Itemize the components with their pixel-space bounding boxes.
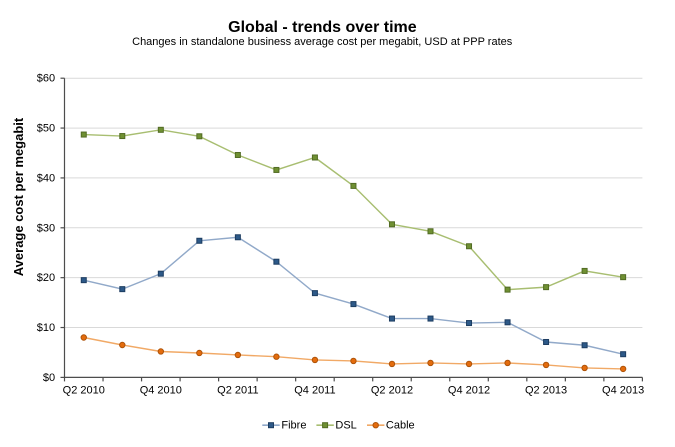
svg-text:Average cost per megabit: Average cost per megabit: [11, 117, 26, 276]
svg-text:Changes in standalone business: Changes in standalone business average c…: [132, 36, 513, 48]
svg-text:Q4 2012: Q4 2012: [448, 385, 490, 397]
svg-text:$20: $20: [37, 272, 55, 284]
svg-text:Q4 2013: Q4 2013: [602, 385, 644, 397]
svg-text:Q2 2010: Q2 2010: [63, 385, 105, 397]
svg-text:Q2 2013: Q2 2013: [525, 385, 567, 397]
svg-text:Q4 2011: Q4 2011: [294, 385, 335, 397]
svg-text:Fibre: Fibre: [281, 419, 306, 431]
svg-text:$50: $50: [37, 123, 55, 135]
svg-text:$60: $60: [37, 73, 55, 85]
svg-text:$0: $0: [43, 372, 55, 384]
svg-text:Q2 2012: Q2 2012: [371, 385, 413, 397]
svg-text:$10: $10: [37, 322, 55, 334]
svg-text:Q2 2011: Q2 2011: [217, 385, 258, 397]
svg-text:Global - trends over time: Global - trends over time: [228, 19, 417, 36]
svg-text:Q4 2010: Q4 2010: [140, 385, 182, 397]
svg-text:DSL: DSL: [335, 419, 356, 431]
svg-text:Cable: Cable: [386, 419, 415, 431]
svg-text:$30: $30: [37, 222, 55, 234]
svg-text:$40: $40: [37, 172, 55, 184]
